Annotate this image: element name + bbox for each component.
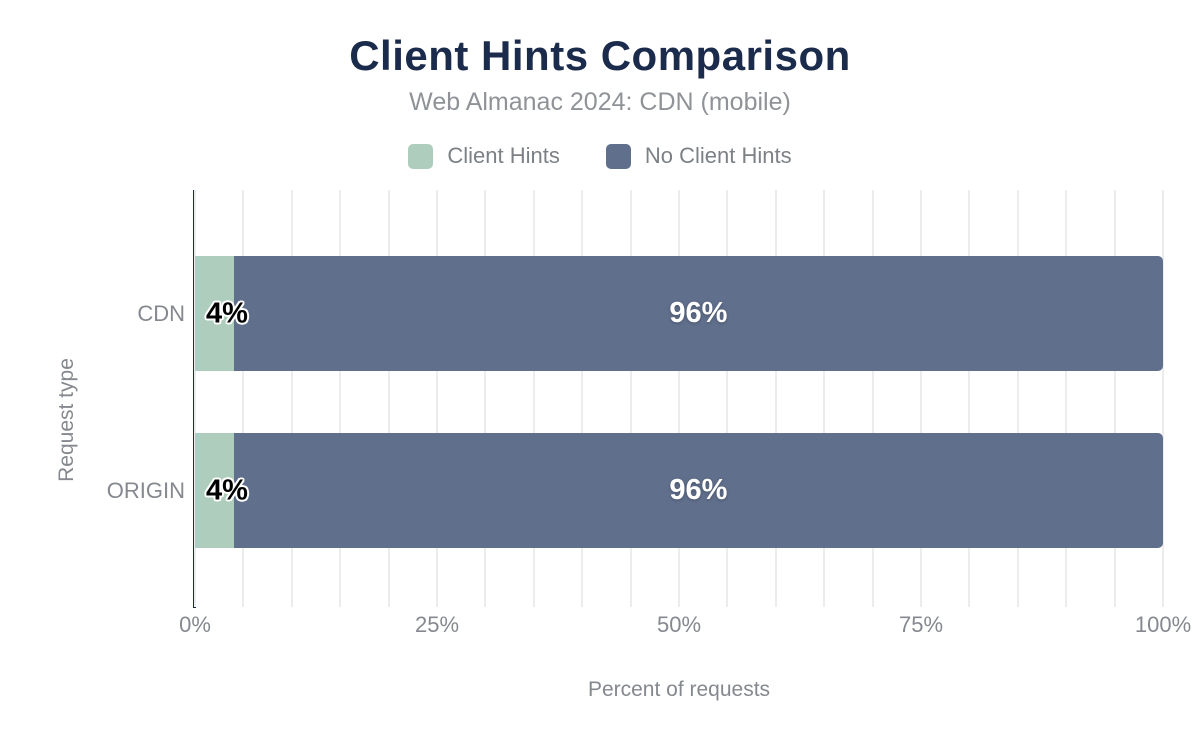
gridline [1113, 190, 1116, 607]
gridline [823, 190, 826, 607]
bar-segment-no-client-hints[interactable]: 96% [233, 433, 1163, 548]
gridline [629, 190, 632, 607]
gridline [290, 190, 293, 607]
legend-item-client-hints[interactable]: Client Hints [408, 143, 560, 169]
gridline [871, 190, 874, 607]
bar-value-label: 96% [669, 474, 728, 506]
gridline [242, 190, 245, 607]
legend: Client Hints No Client Hints [0, 141, 1200, 171]
gridline [726, 190, 729, 607]
legend-label: Client Hints [447, 143, 560, 168]
x-tick-label: 100% [1134, 612, 1192, 637]
category-label-cdn: CDN [137, 300, 185, 326]
legend-swatch-icon [605, 143, 631, 169]
plot-area: 4% 96% 4% 96% [194, 190, 1164, 607]
x-axis-title: Percent of requests [587, 678, 771, 701]
legend-item-no-client-hints[interactable]: No Client Hints [605, 143, 792, 169]
chart-subtitle: Web Almanac 2024: CDN (mobile) [409, 88, 791, 116]
gridline [920, 190, 922, 607]
x-tick-label: 75% [898, 612, 944, 637]
gridline [678, 190, 680, 607]
bar-segment-client-hints[interactable]: 4% [195, 433, 248, 548]
bar-value-label: 96% [669, 297, 728, 329]
gridline [339, 190, 342, 607]
x-tick-label: 0% [179, 612, 211, 637]
legend-label: No Client Hints [644, 143, 792, 168]
gridline [1065, 190, 1068, 607]
bar-value-label: 4% [206, 474, 248, 506]
gridline [484, 190, 487, 607]
bar-segment-client-hints[interactable]: 4% [195, 256, 248, 371]
gridline [436, 190, 438, 607]
chart-title: Client Hints Comparison [349, 32, 851, 79]
gridline [774, 190, 777, 607]
category-label-origin: ORIGIN [106, 477, 185, 503]
bar-row-cdn: 4% 96% [195, 256, 1163, 371]
x-tick-label: 25% [414, 612, 460, 637]
y-axis-title: Request type [55, 358, 78, 482]
gridline [968, 190, 971, 607]
gridline [194, 190, 196, 607]
gridline [1162, 190, 1164, 607]
gridline [581, 190, 584, 607]
x-tick-label: 50% [656, 612, 702, 637]
bar-segment-no-client-hints[interactable]: 96% [233, 256, 1163, 371]
gridline [1016, 190, 1019, 607]
legend-swatch-icon [408, 143, 434, 169]
x-axis-ticks: 0% 25% 50% 75% 100% [179, 612, 1191, 642]
bar-row-origin: 4% 96% [195, 433, 1163, 548]
gridline [532, 190, 535, 607]
bar-value-label: 4% [206, 297, 248, 329]
gridline [387, 190, 390, 607]
